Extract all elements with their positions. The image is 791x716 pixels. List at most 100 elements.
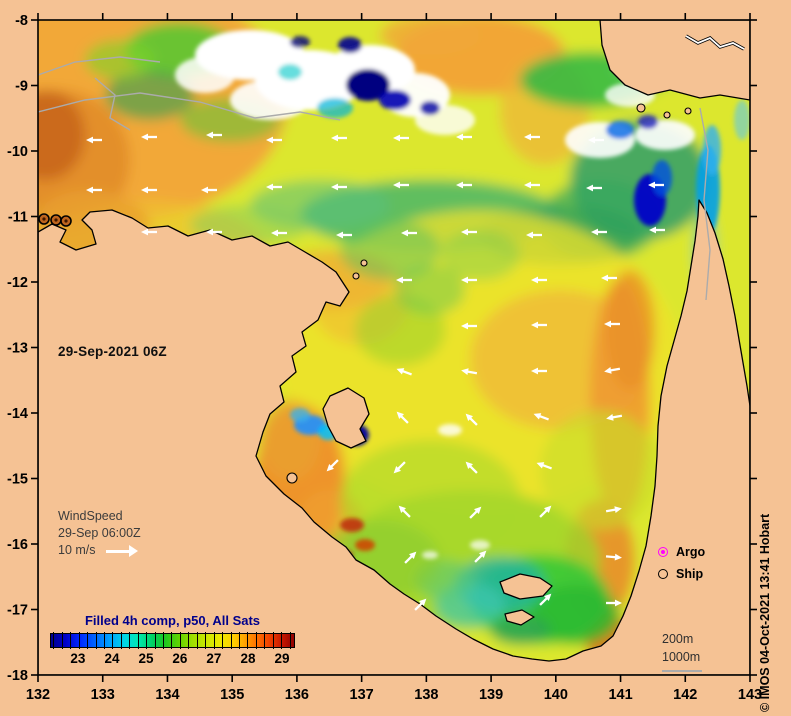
y-tick-label: -11 — [8, 210, 28, 226]
small-island — [352, 272, 360, 280]
wind-arrow-icon — [456, 181, 472, 189]
wind-arrow-icon — [533, 413, 549, 421]
sst-blob — [490, 615, 550, 645]
x-tick-label: 136 — [285, 687, 309, 703]
colorbar-minor-tick — [179, 632, 181, 649]
sst-blob — [606, 121, 634, 139]
x-tick-label: 135 — [220, 687, 244, 703]
wind-arrow-icon — [649, 226, 665, 234]
wind-arrow-icon — [401, 229, 417, 237]
wind-reference-arrow-icon — [105, 544, 138, 557]
wind-arrow-icon — [605, 553, 622, 561]
sst-blob — [290, 36, 310, 48]
y-tick-label: -15 — [7, 472, 28, 488]
colorbar-minor-tick — [238, 632, 240, 649]
wind-arrow-icon — [86, 136, 102, 144]
wind-arrow-icon — [271, 229, 287, 237]
colorbar-minor-tick — [188, 632, 190, 649]
depth-contour — [38, 56, 161, 76]
sst-blob — [440, 230, 520, 280]
wind-arrow-icon — [266, 136, 282, 144]
sst-blob — [379, 90, 411, 110]
wind-arrow-icon — [605, 506, 622, 514]
sst-blob — [605, 270, 655, 390]
wind-arrow-icon — [588, 136, 604, 144]
wind-arrow-icon — [604, 366, 621, 374]
x-tick-label: 141 — [608, 687, 632, 703]
x-tick-label: 140 — [544, 687, 568, 703]
ship-legend-label: Ship — [676, 567, 704, 581]
wind-arrow-icon — [461, 322, 477, 330]
x-tick-label: 132 — [26, 687, 50, 703]
date-label: 29-Sep-2021 06Z — [58, 344, 167, 359]
y-tick-label: -17 — [7, 603, 28, 619]
wind-arrow-icon — [606, 599, 622, 607]
colorbar-minor-tick — [61, 632, 63, 649]
wind-arrow-icon — [456, 133, 472, 141]
colorbar-minor-tick — [289, 632, 291, 649]
sst-blob — [340, 518, 364, 532]
wind-arrow-icon — [606, 413, 623, 421]
depth-contour-line-sample — [662, 670, 702, 672]
sst-blob — [530, 585, 620, 645]
wind-arrow-icon — [474, 550, 487, 563]
x-tick-label: 137 — [350, 687, 374, 703]
wind-arrow-icon — [404, 551, 417, 564]
small-island — [286, 472, 298, 484]
small-island — [360, 259, 368, 267]
wind-arrow-icon — [531, 276, 547, 284]
colorbar-minor-tick — [163, 632, 165, 649]
colorbar-gradient — [50, 632, 295, 649]
wind-arrow-icon — [526, 231, 542, 239]
sst-blob — [338, 37, 362, 53]
depth-200m-label: 200m — [662, 632, 694, 646]
colorbar-minor-tick — [205, 632, 207, 649]
argo-legend-label: Argo — [676, 545, 706, 559]
observation-legend: Argo Ship — [658, 541, 705, 585]
colorbar-minor-tick — [281, 632, 283, 649]
island — [504, 609, 535, 626]
y-tick-label: -12 — [7, 275, 28, 291]
wind-arrow-icon — [393, 461, 406, 474]
colorbar-minor-tick — [53, 632, 55, 649]
sst-blob — [230, 80, 310, 120]
wind-arrow-icon — [531, 367, 547, 375]
wind-arrow-icon — [461, 228, 477, 236]
wind-vector-layer — [86, 131, 665, 611]
wind-arrow-icon — [465, 413, 478, 426]
colorbar-title: Filled 4h comp, p50, All Sats — [84, 613, 261, 628]
wind-arrow-icon — [393, 181, 409, 189]
wind-arrow-icon — [591, 228, 607, 236]
colorbar-minor-tick — [112, 632, 114, 649]
colorbar-labels: 23 24 25 26 27 28 29 — [50, 651, 295, 669]
wind-arrow-icon — [648, 181, 664, 189]
sst-blob — [652, 160, 672, 196]
x-tick-label: 134 — [155, 687, 179, 703]
small-island — [663, 111, 671, 119]
y-tick-label: -16 — [7, 537, 28, 553]
wind-arrow-icon — [331, 183, 347, 191]
y-tick-label: -13 — [7, 341, 28, 357]
colorbar-tick-label: 24 — [104, 651, 120, 666]
colorbar-minor-tick — [222, 632, 224, 649]
ship-observation-center — [42, 217, 46, 221]
sst-blob — [346, 69, 390, 101]
x-tick-label: 133 — [91, 687, 115, 703]
land-layer — [38, 20, 750, 675]
colorbar-minor-tick — [230, 632, 232, 649]
copyright-credit: © IMOS 04-Oct-2021 13:41 Hobart — [758, 513, 772, 712]
sst-blob — [422, 551, 438, 559]
ship-marker-icon — [658, 569, 668, 579]
depth-contour — [94, 77, 131, 131]
sst-blob — [278, 64, 302, 80]
colorbar-tick-label: 29 — [274, 651, 290, 666]
wind-legend: WindSpeed 29-Sep 06:00Z 10 m/s — [58, 508, 141, 559]
island — [322, 387, 370, 449]
wind-arrow-icon — [536, 462, 552, 470]
x-tick-label: 138 — [414, 687, 438, 703]
y-tick-label: -9 — [15, 79, 28, 95]
colorbar-minor-tick — [255, 632, 257, 649]
wind-arrow-icon — [86, 186, 102, 194]
colorbar-minor-tick — [196, 632, 198, 649]
